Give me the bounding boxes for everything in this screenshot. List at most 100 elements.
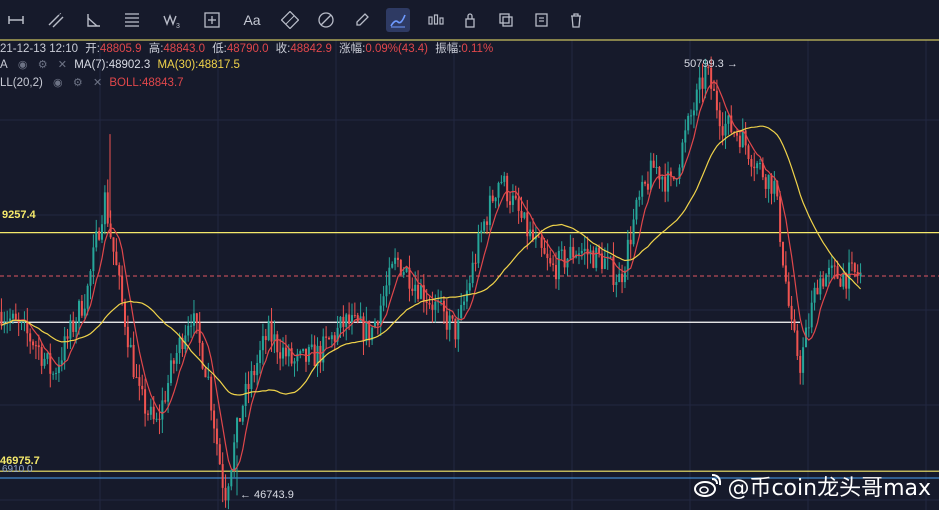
candle-body bbox=[80, 300, 83, 316]
candle-body bbox=[661, 176, 664, 180]
candle-body bbox=[480, 230, 483, 234]
candle-body bbox=[89, 271, 92, 286]
copy-tool-icon[interactable] bbox=[494, 8, 518, 32]
candle-body bbox=[273, 334, 276, 342]
angle-tool-icon[interactable] bbox=[82, 8, 106, 32]
candle-body bbox=[713, 88, 716, 91]
candle-body bbox=[9, 318, 12, 322]
ma-legend-prefix: A bbox=[0, 59, 8, 71]
candlestick-chart[interactable] bbox=[0, 38, 939, 510]
candle-body bbox=[408, 267, 411, 289]
candle-body bbox=[316, 345, 319, 366]
candle-body bbox=[710, 67, 713, 89]
candle-body bbox=[72, 320, 75, 332]
candle-body bbox=[417, 284, 420, 299]
candle-body bbox=[842, 273, 845, 287]
candle-body bbox=[376, 321, 379, 326]
candle-body bbox=[845, 273, 848, 289]
candle-body bbox=[244, 383, 247, 406]
candle-body bbox=[807, 327, 810, 329]
candle-body bbox=[26, 321, 29, 334]
text-tool-icon[interactable]: Aa bbox=[240, 8, 264, 32]
candle-body bbox=[609, 256, 612, 258]
crosshair-tool-icon[interactable] bbox=[200, 8, 224, 32]
candle-body bbox=[241, 405, 244, 422]
candle-body bbox=[698, 77, 701, 90]
close-icon[interactable]: ✕ bbox=[57, 59, 67, 71]
candle-body bbox=[342, 316, 345, 327]
brush-tool-icon[interactable] bbox=[386, 8, 410, 32]
candle-body bbox=[695, 89, 698, 111]
wave-tool-icon[interactable]: 3 bbox=[160, 8, 184, 32]
eye-icon[interactable]: ◉ bbox=[53, 77, 63, 89]
candle-body bbox=[583, 248, 586, 251]
horizontal-line-tool-icon[interactable] bbox=[4, 8, 28, 32]
candle-body bbox=[293, 361, 296, 364]
candle-body bbox=[49, 353, 52, 374]
candle-body bbox=[486, 221, 489, 225]
settings-icon[interactable]: ⚙ bbox=[72, 77, 83, 89]
ma7-value: MA(7):48902.3 bbox=[74, 59, 151, 71]
candles bbox=[0, 56, 862, 510]
candle-body bbox=[422, 285, 425, 302]
candle-body bbox=[210, 376, 213, 411]
candle-body bbox=[6, 321, 9, 323]
boll-legend: LL(20,2) ◉ ⚙ ✕ BOLL:48843.7 bbox=[0, 76, 188, 89]
fibonacci-tool-icon[interactable] bbox=[120, 8, 144, 32]
candle-body bbox=[371, 327, 374, 341]
legend-change-label: 涨幅: bbox=[339, 43, 366, 55]
edit-tool-icon[interactable] bbox=[530, 8, 554, 32]
close-icon[interactable]: ✕ bbox=[92, 77, 103, 89]
candle-body bbox=[506, 175, 509, 202]
pencil-tool-icon[interactable] bbox=[350, 8, 374, 32]
candle-body bbox=[399, 259, 402, 275]
candle-body bbox=[238, 418, 241, 422]
candle-body bbox=[270, 320, 273, 342]
candle-body bbox=[63, 336, 66, 361]
candle-body bbox=[419, 285, 422, 299]
candle-body bbox=[825, 274, 828, 287]
candle-body bbox=[20, 321, 23, 323]
legend-close-label: 收: bbox=[275, 43, 291, 55]
measure-tool-icon[interactable] bbox=[314, 8, 338, 32]
settings-icon[interactable]: ⚙ bbox=[37, 59, 48, 71]
candle-body bbox=[514, 195, 517, 199]
candle-body bbox=[776, 181, 779, 197]
candle-body bbox=[66, 336, 69, 339]
candle-body bbox=[40, 347, 43, 366]
candle-body bbox=[310, 344, 313, 348]
candle-body bbox=[531, 229, 535, 240]
candle-body bbox=[233, 442, 236, 471]
candle-body bbox=[106, 192, 109, 224]
eye-icon[interactable]: ◉ bbox=[17, 59, 28, 71]
candle-body bbox=[267, 320, 270, 341]
candle-body bbox=[327, 337, 331, 340]
candle-body bbox=[350, 315, 353, 324]
candle-body bbox=[181, 337, 184, 350]
candle-body bbox=[43, 358, 46, 366]
candle-body bbox=[37, 345, 40, 348]
candle-body bbox=[827, 267, 830, 275]
candle-body bbox=[626, 239, 629, 271]
candle-body bbox=[302, 348, 305, 352]
candle-body bbox=[721, 126, 724, 136]
candle-body bbox=[385, 285, 388, 297]
candle-body bbox=[411, 288, 414, 292]
candle-body bbox=[523, 212, 526, 218]
candle-body bbox=[644, 181, 647, 184]
ruler-tool-icon[interactable] bbox=[278, 8, 302, 32]
ma-lines bbox=[1, 80, 862, 472]
candle-body bbox=[445, 311, 448, 330]
candle-body bbox=[353, 315, 356, 317]
candles-tool-icon[interactable] bbox=[424, 8, 448, 32]
parallel-channel-tool-icon[interactable] bbox=[44, 8, 68, 32]
candle-body bbox=[796, 330, 799, 356]
candle-body bbox=[95, 231, 98, 248]
lock-tool-icon[interactable] bbox=[458, 8, 482, 32]
trash-tool-icon[interactable] bbox=[564, 8, 588, 32]
candle-body bbox=[431, 304, 434, 310]
candle-body bbox=[652, 160, 655, 168]
candle-body bbox=[833, 265, 836, 267]
candle-body bbox=[192, 313, 195, 326]
upper-level-label: 9257.4 bbox=[2, 209, 36, 221]
